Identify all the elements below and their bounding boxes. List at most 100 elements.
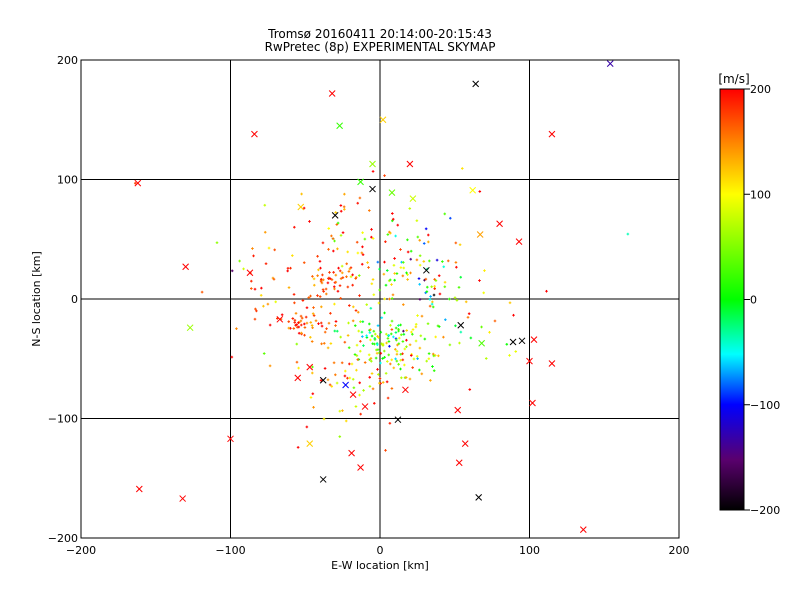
data-point [311,371,314,375]
data-point [338,284,342,287]
data-point [133,181,137,185]
data-point [333,287,336,291]
data-point [341,409,344,412]
data-point [399,358,402,362]
x-marker [455,459,463,467]
data-point [361,320,365,323]
data-point [396,343,399,347]
data-point [411,366,414,369]
data-point [318,295,322,298]
data-point [274,300,277,304]
data-point [372,402,376,405]
data-point [406,238,409,242]
data-point [397,324,400,327]
data-point [448,343,452,347]
data-point [367,353,371,357]
x-marker [409,195,417,202]
data-point [385,380,389,384]
data-point [409,257,413,261]
data-point [250,287,253,290]
data-point [454,241,458,245]
data-point [371,387,375,391]
data-point [394,331,398,334]
data-point [311,392,315,396]
x-marker [179,495,187,502]
data-point [387,353,391,357]
data-point [433,287,437,290]
data-point [423,278,426,282]
data-point [325,292,328,296]
data-point [428,304,432,308]
data-point [387,340,391,343]
x-marker [186,324,194,332]
data-point [332,271,335,274]
data-point [404,376,408,379]
data-point [371,170,375,173]
data-point [400,376,403,380]
data-point [401,352,404,356]
data-point [359,320,362,323]
x-marker [297,203,305,211]
data-point [337,266,340,270]
data-point [443,212,447,216]
data-point [351,319,355,323]
data-point [432,354,436,358]
data-point [375,351,379,355]
data-point [406,278,409,281]
data-point [319,321,323,325]
data-point [386,337,390,340]
data-point [378,288,381,292]
data-point [414,325,418,329]
data-point [417,277,421,280]
data-point [333,302,336,306]
data-point [362,389,365,392]
data-point [388,297,391,301]
data-point [478,279,481,282]
data-point [296,446,300,449]
data-point [325,327,328,330]
data-point [436,324,440,328]
data-point [371,278,375,281]
data-point [335,381,339,385]
x-marker [422,266,430,274]
data-point [323,330,327,334]
data-point [353,324,357,327]
data-point [254,307,257,311]
data-point [343,374,347,378]
data-point [382,272,386,276]
data-point [262,304,265,308]
data-point [431,352,435,356]
data-point [297,321,300,324]
data-point [280,313,284,317]
data-point [405,271,408,275]
data-point [459,275,463,279]
data-point [444,318,447,322]
data-point [376,343,379,347]
data-point [383,297,386,301]
y-axis-label: N-S location [km] [30,251,43,347]
data-point [300,331,303,335]
y-tick-label: 0 [71,293,78,306]
data-point [341,231,345,234]
data-point [626,232,630,236]
data-point [308,220,311,223]
data-point [391,212,394,215]
data-point [370,372,374,375]
data-point [320,324,324,328]
data-point [418,254,422,258]
data-point [365,334,368,338]
data-point [344,369,347,373]
data-point [349,275,353,279]
data-point [316,254,319,258]
data-point [347,321,350,325]
data-point [391,219,394,223]
data-point [368,209,371,212]
data-point [303,326,307,329]
data-point [405,345,408,349]
data-point [387,334,391,337]
x-marker [349,391,357,398]
data-point [433,284,436,288]
x-marker [469,186,477,194]
data-point [426,322,430,325]
data-point [382,349,386,353]
